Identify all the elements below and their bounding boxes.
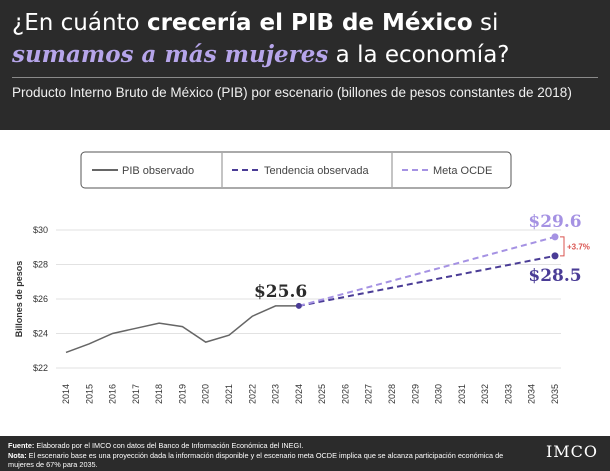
header: ¿En cuánto crecería el PIB de México si … <box>0 0 610 130</box>
gdp-chart: PIB observado Tendencia observada Meta OCD… <box>14 151 590 404</box>
x-tick-label: 2018 <box>154 384 164 404</box>
chart-subtitle: Producto Interno Bruto de México (PIB) p… <box>12 85 572 100</box>
note-text: El escenario base es una proyección dada… <box>8 450 504 470</box>
x-tick-label: 2033 <box>503 384 513 404</box>
series-line-2 <box>298 254 556 307</box>
x-tick-label: 2016 <box>108 384 118 404</box>
difference-bracket <box>560 236 565 257</box>
label-trend-2035: $28.5 <box>528 266 581 286</box>
x-tick-label: 2025 <box>317 384 327 404</box>
x-tick-label: 2015 <box>84 384 94 404</box>
label-2024-value: $25.6 <box>254 282 307 302</box>
page-title: ¿En cuánto crecería el PIB de México si … <box>12 8 510 71</box>
series-line-1 <box>65 305 299 354</box>
x-tick-label: 2028 <box>387 384 397 404</box>
x-tick-label: 2022 <box>247 384 257 404</box>
x-tick-label: 2017 <box>131 384 141 404</box>
x-tick-label: 2035 <box>550 384 560 404</box>
y-tick-label: $30 <box>33 225 48 235</box>
title-highlight: sumamos a más mujeres <box>12 41 329 68</box>
y-tick-label: $26 <box>33 294 48 304</box>
title-part-3: a la economía? <box>328 42 510 68</box>
footer-notes: Fuente: Elaborado por el IMCO con datos … <box>8 441 528 470</box>
y-tick-label: $24 <box>33 329 48 339</box>
x-tick-label: 2020 <box>201 384 211 404</box>
series-line-3 <box>298 235 556 307</box>
x-tick-label: 2021 <box>224 384 234 404</box>
header-divider <box>12 77 598 78</box>
marker-trend-2035 <box>551 252 559 260</box>
x-tick-label: 2029 <box>410 384 420 404</box>
title-part-1: ¿En cuánto <box>12 10 147 36</box>
title-bold: crecería el PIB de México <box>146 10 473 36</box>
x-tick-label: 2031 <box>457 384 467 404</box>
legend-entry: Tendencia observada <box>264 165 369 177</box>
y-tick-label: $22 <box>33 363 48 373</box>
x-tick-label: 2024 <box>294 384 304 404</box>
x-tick-label: 2030 <box>434 384 444 404</box>
legend-entry: PIB observado <box>122 165 194 177</box>
source-label: Fuente: <box>8 441 35 450</box>
x-tick-label: 2019 <box>177 384 187 404</box>
y-tick-label: $28 <box>33 260 48 270</box>
x-tick-label: 2027 <box>364 384 374 404</box>
legend-entry: Meta OCDE <box>433 165 492 177</box>
label-ocde-2035: $29.6 <box>528 212 581 232</box>
x-tick-label: 2032 <box>480 384 490 404</box>
imco-logo: IMCO <box>545 442 598 461</box>
difference-label: +3.7% <box>567 242 590 251</box>
title-part-2: si <box>472 10 499 36</box>
marker-ocde-2035 <box>551 233 559 241</box>
marker-2024 <box>295 302 302 309</box>
x-tick-label: 2023 <box>271 384 281 404</box>
note-label: Nota: <box>8 450 27 460</box>
footer: Fuente: Elaborado por el IMCO con datos … <box>0 436 610 471</box>
x-tick-label: 2014 <box>61 384 71 404</box>
source-text: Elaborado por el IMCO con datos del Banc… <box>34 441 304 450</box>
legend-box <box>80 151 512 189</box>
x-tick-label: 2034 <box>527 384 537 404</box>
x-tick-label: 2026 <box>340 384 350 404</box>
y-axis-label: Billones de pesos <box>14 261 24 338</box>
